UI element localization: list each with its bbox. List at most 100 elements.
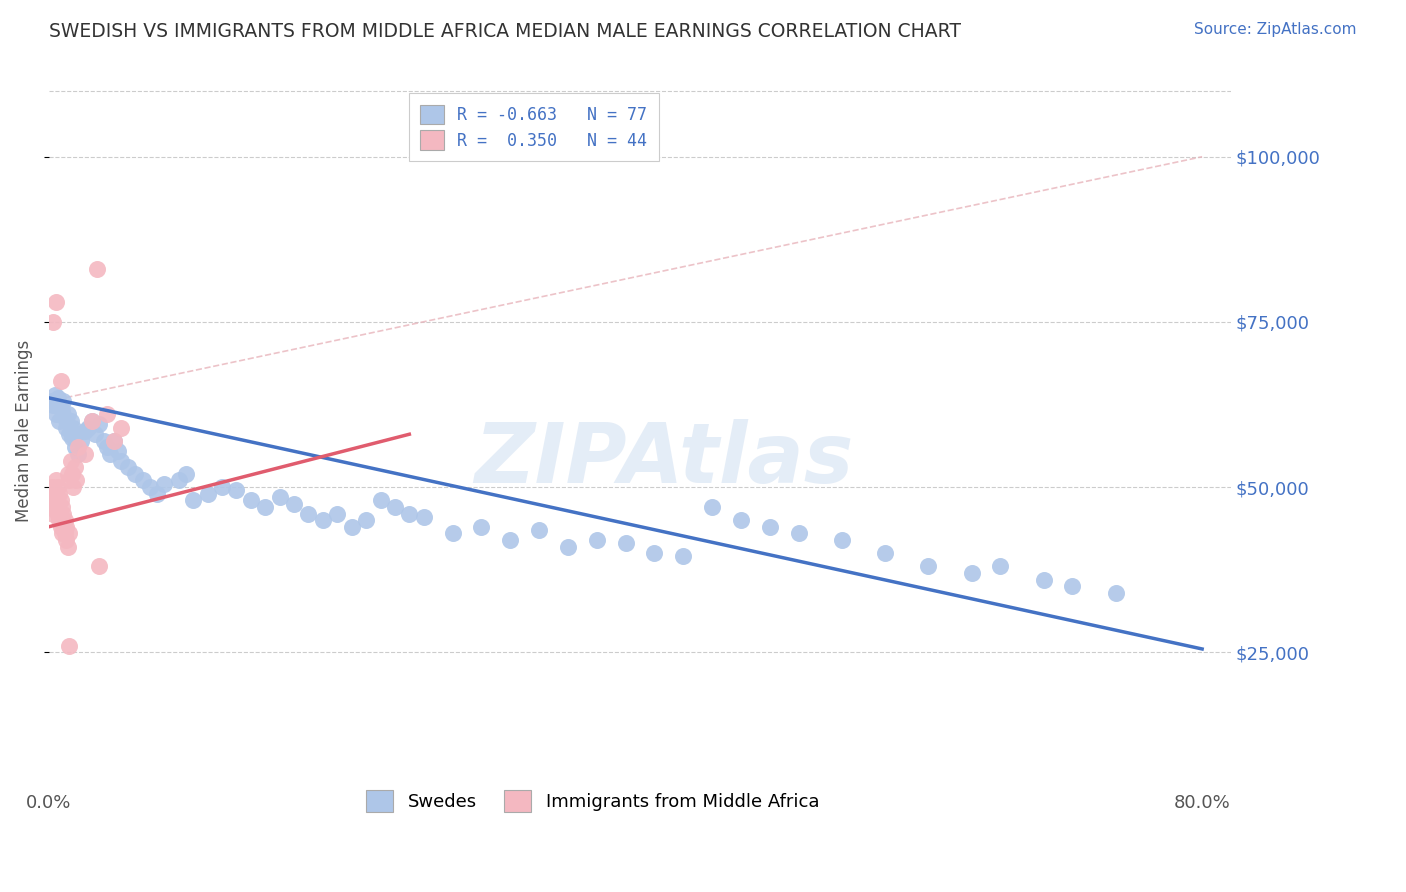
Point — [831, 533, 853, 547]
Point — [58, 526, 80, 541]
Point — [643, 546, 665, 560]
Point — [98, 447, 121, 461]
Point — [63, 460, 86, 475]
Point — [48, 486, 70, 500]
Point — [557, 540, 579, 554]
Point — [77, 420, 100, 434]
Point — [45, 500, 67, 514]
Point — [55, 533, 77, 547]
Point — [384, 500, 406, 514]
Point — [787, 526, 810, 541]
Point — [1104, 586, 1126, 600]
Point — [45, 474, 67, 488]
Point — [326, 507, 349, 521]
Point — [69, 434, 91, 448]
Point — [89, 559, 111, 574]
Point — [46, 507, 69, 521]
Point — [153, 476, 176, 491]
Point — [1062, 579, 1084, 593]
Point — [103, 434, 125, 448]
Point — [254, 500, 277, 514]
Point — [412, 509, 434, 524]
Legend: Swedes, Immigrants from Middle Africa: Swedes, Immigrants from Middle Africa — [354, 778, 832, 825]
Text: ZIPAtlas: ZIPAtlas — [474, 418, 853, 500]
Point — [312, 513, 335, 527]
Point — [174, 467, 197, 481]
Point — [44, 387, 66, 401]
Point — [89, 417, 111, 432]
Point — [52, 394, 75, 409]
Point — [44, 503, 66, 517]
Point — [197, 486, 219, 500]
Text: Source: ZipAtlas.com: Source: ZipAtlas.com — [1194, 22, 1357, 37]
Point — [117, 460, 139, 475]
Point — [51, 404, 73, 418]
Point — [110, 420, 132, 434]
Point — [46, 391, 69, 405]
Point — [672, 549, 695, 564]
Point — [49, 375, 72, 389]
Point — [96, 408, 118, 422]
Point — [124, 467, 146, 481]
Point — [65, 427, 87, 442]
Point — [470, 520, 492, 534]
Point — [49, 520, 72, 534]
Point — [585, 533, 607, 547]
Point — [82, 414, 104, 428]
Point — [56, 540, 79, 554]
Point — [60, 467, 83, 481]
Point — [41, 480, 63, 494]
Point — [110, 453, 132, 467]
Point — [58, 474, 80, 488]
Point — [51, 500, 73, 514]
Point — [62, 480, 84, 494]
Point — [283, 497, 305, 511]
Point — [73, 424, 96, 438]
Point — [103, 434, 125, 448]
Point — [59, 453, 82, 467]
Point — [48, 513, 70, 527]
Point — [441, 526, 464, 541]
Point — [86, 262, 108, 277]
Point — [62, 420, 84, 434]
Point — [59, 414, 82, 428]
Point — [53, 513, 76, 527]
Point — [49, 401, 72, 415]
Point — [370, 493, 392, 508]
Point — [49, 493, 72, 508]
Point — [60, 431, 83, 445]
Point — [269, 490, 291, 504]
Point — [48, 414, 70, 428]
Point — [58, 427, 80, 442]
Point — [146, 486, 169, 500]
Point — [39, 493, 62, 508]
Point — [730, 513, 752, 527]
Point — [225, 483, 247, 498]
Point — [131, 474, 153, 488]
Y-axis label: Median Male Earnings: Median Male Earnings — [15, 340, 32, 522]
Point — [55, 420, 77, 434]
Point — [41, 394, 63, 409]
Point — [45, 295, 67, 310]
Point — [93, 434, 115, 448]
Point — [66, 441, 89, 455]
Point — [398, 507, 420, 521]
Point — [354, 513, 377, 527]
Point — [917, 559, 939, 574]
Point — [41, 500, 63, 514]
Point — [960, 566, 983, 580]
Point — [82, 414, 104, 428]
Point — [84, 427, 107, 442]
Point — [55, 520, 77, 534]
Point — [46, 480, 69, 494]
Point — [42, 507, 65, 521]
Point — [45, 408, 67, 422]
Point — [499, 533, 522, 547]
Point — [42, 486, 65, 500]
Point — [239, 493, 262, 508]
Point — [107, 443, 129, 458]
Point — [700, 500, 723, 514]
Point — [42, 315, 65, 329]
Point — [297, 507, 319, 521]
Point — [614, 536, 637, 550]
